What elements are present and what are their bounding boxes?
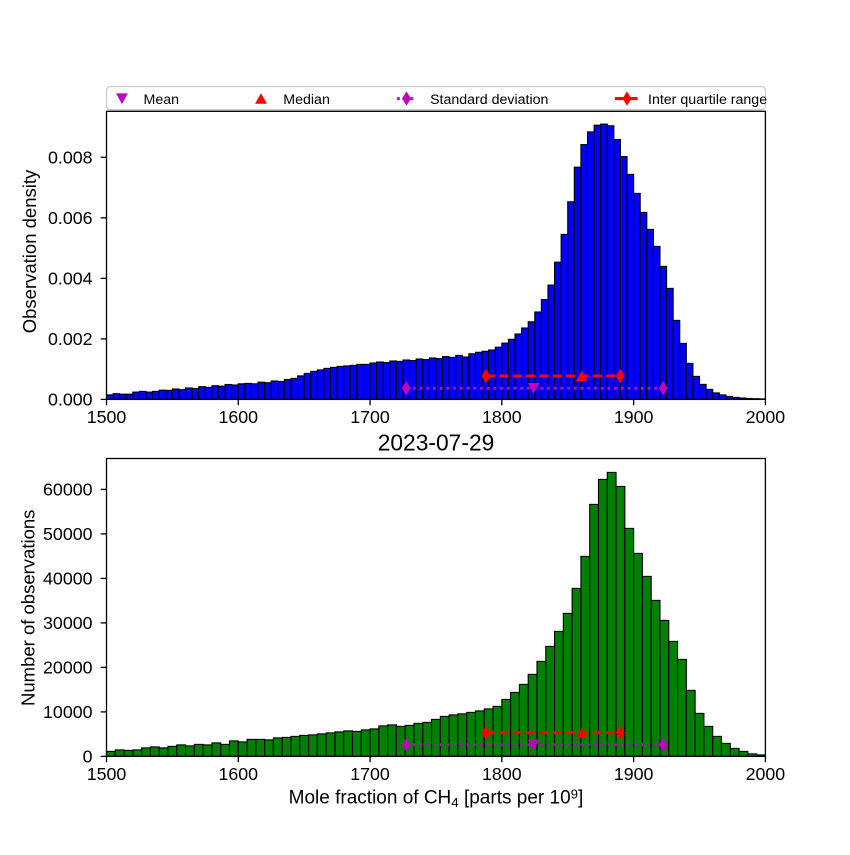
svg-text:10000: 10000 [43,702,93,722]
svg-text:Observation density: Observation density [19,169,40,333]
svg-text:0.000: 0.000 [48,390,93,410]
svg-text:1500: 1500 [87,764,127,784]
svg-text:50000: 50000 [43,524,93,544]
svg-text:40000: 40000 [43,569,93,589]
svg-text:0.008: 0.008 [48,148,93,168]
svg-text:20000: 20000 [43,658,93,678]
svg-text:0.006: 0.006 [48,208,93,228]
svg-text:1500: 1500 [87,407,127,427]
svg-text:Standard deviation: Standard deviation [430,92,548,108]
svg-text:1800: 1800 [482,764,522,784]
svg-text:1600: 1600 [218,764,258,784]
svg-text:2000: 2000 [746,764,786,784]
svg-text:1800: 1800 [482,407,522,427]
svg-text:Number of observations: Number of observations [17,510,38,706]
svg-text:Mole fraction of CH4 [parts pe: Mole fraction of CH4 [parts per 109] [289,787,584,811]
svg-text:30000: 30000 [43,613,93,633]
svg-text:1900: 1900 [614,764,654,784]
svg-text:1700: 1700 [350,407,390,427]
svg-text:1600: 1600 [218,407,258,427]
svg-text:0: 0 [83,747,93,767]
svg-text:2000: 2000 [746,407,786,427]
svg-text:1700: 1700 [350,764,390,784]
svg-text:60000: 60000 [43,480,93,500]
svg-text:0.004: 0.004 [48,269,93,289]
svg-text:0.002: 0.002 [48,329,93,349]
svg-text:2023-07-29: 2023-07-29 [378,430,495,456]
svg-text:Mean: Mean [144,92,180,108]
svg-text:Median: Median [283,92,330,108]
svg-text:Inter quartile range: Inter quartile range [648,92,767,108]
svg-text:1900: 1900 [614,407,654,427]
